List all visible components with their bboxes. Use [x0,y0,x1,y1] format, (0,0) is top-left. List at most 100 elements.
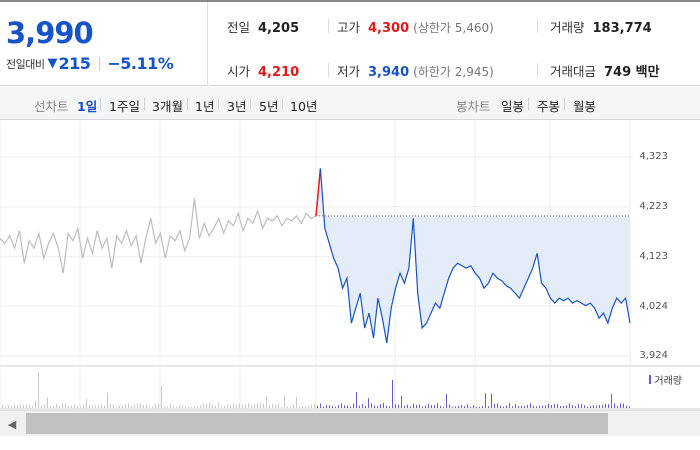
previous-day-line [0,198,317,274]
volume-bar [71,405,72,408]
volume-bar [602,404,603,408]
volume-bar [251,405,252,408]
volume-bar [119,405,120,408]
volume-bar [458,405,459,408]
horizontal-scrollbar[interactable]: ◀ [0,410,700,436]
volume-bar [233,403,234,408]
volume-bar [281,406,282,408]
y-tick-label: 4,223 [639,201,668,212]
volume-bar [479,406,480,408]
range-3m[interactable]: 3개월 [152,99,183,114]
today-price-line [319,168,631,344]
volume-bar [263,403,264,408]
range-10y[interactable]: 10년 [290,99,318,114]
divider [564,98,565,110]
volume-bar [572,405,573,408]
range-1y[interactable]: 1년 [195,99,215,114]
volume-bar [494,403,495,408]
volume-bar [296,396,297,408]
volume-bar [188,406,189,408]
volume-bar [116,406,117,408]
volume-bar [431,405,432,408]
volume-bar [224,405,225,408]
volume-bar [536,406,537,408]
price-chart[interactable]: 4,323 4,223 4,123 4,024 3,924 거래량 [0,121,700,411]
volume-bar [584,405,585,408]
volume-bar [95,405,96,408]
volume-bar [197,406,198,408]
volume-bar [227,404,228,408]
volume-bar [155,404,156,408]
volume-bar [521,405,522,408]
volume-bar [626,405,627,408]
volume-bar [284,395,285,408]
volume-bar [110,403,111,408]
range-1d[interactable]: 1일 [77,99,98,114]
divider [328,63,329,77]
volume-bar [569,403,570,408]
info-label: 시가 [227,64,251,79]
volume-bar [269,404,270,408]
volume-bar [305,406,306,408]
volume-bar [383,403,384,408]
volume-bar [608,404,609,408]
info-value: 4,300 [368,21,410,36]
volume-bar [287,406,288,408]
volume-bar [161,386,162,408]
volume-bar [377,406,378,408]
volume-bar [230,405,231,408]
info-label: 저가 [337,64,361,79]
info-label: 고가 [337,20,361,35]
volume-bar [617,405,618,408]
volume-legend: 거래량 [649,372,682,387]
candle-monthly[interactable]: 월봉 [573,99,597,114]
candle-daily[interactable]: 일봉 [501,99,525,114]
volume-bar [434,405,435,408]
volume-bar [386,405,387,408]
volume-bar [20,404,21,408]
y-tick-label: 4,123 [639,251,668,262]
volume-bar [32,406,33,408]
volume-bar [374,405,375,408]
range-1w[interactable]: 1주일 [109,99,140,114]
volume-bar [53,405,54,408]
volume-bar [392,380,393,408]
scroll-left-arrow-icon[interactable]: ◀ [7,417,17,431]
volume-bar [497,403,498,408]
range-3y[interactable]: 3년 [227,99,247,114]
volume-bar [539,405,540,408]
info-amount: 거래대금 749 백만 [550,61,660,80]
volume-bar [575,406,576,408]
volume-bar [311,404,312,408]
volume-bar [476,406,477,408]
volume-bar [239,403,240,408]
volume-bar [485,393,486,408]
volume-bar [500,405,501,408]
volume-bar [176,406,177,408]
volume-bar [293,404,294,408]
range-5y[interactable]: 5년 [259,99,279,114]
scroll-thumb[interactable] [26,413,608,434]
volume-bar [191,406,192,408]
volume-bar [74,404,75,408]
volume-bar [371,403,372,408]
volume-bar [548,403,549,408]
volume-bar [449,404,450,408]
info-low: 저가 3,940 (하한가 2,945) [337,61,494,80]
volume-bar [581,404,582,408]
volume-bar [599,405,600,408]
volume-bar [308,405,309,408]
info-value: 183,774 [592,21,652,36]
volume-bar [428,403,429,408]
volume-bar [83,405,84,408]
volume-bar [413,403,414,408]
volume-bar [179,405,180,408]
volume-bar [35,400,36,408]
volume-bar [332,405,333,408]
volume-bar [530,403,531,408]
volume-bar [542,405,543,408]
info-high: 고가 4,300 (상한가 5,460) [337,17,494,36]
divider [100,98,101,110]
volume-bar [587,406,588,408]
candle-weekly[interactable]: 주봉 [537,99,561,114]
